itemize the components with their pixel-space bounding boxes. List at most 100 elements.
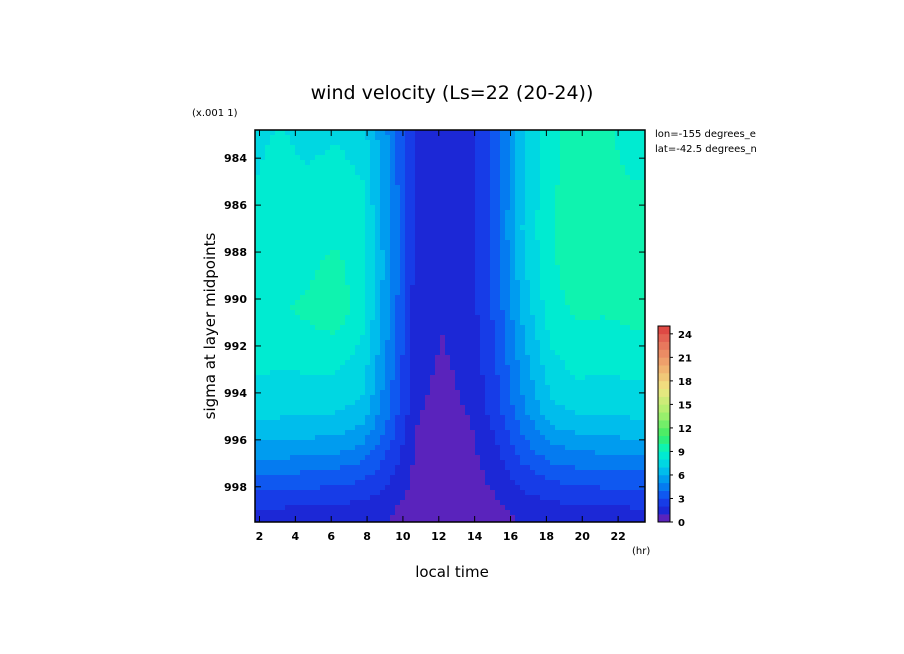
contour-cell bbox=[420, 245, 426, 251]
contour-cell bbox=[515, 225, 521, 231]
contour-cell bbox=[255, 205, 261, 211]
contour-cell bbox=[365, 130, 371, 136]
contour-cell bbox=[465, 320, 471, 326]
contour-cell bbox=[530, 395, 536, 401]
contour-cell bbox=[330, 175, 336, 181]
contour-cell bbox=[595, 230, 601, 236]
contour-cell bbox=[430, 230, 436, 236]
contour-cell bbox=[340, 380, 346, 386]
contour-cell bbox=[515, 145, 521, 151]
contour-cell bbox=[480, 165, 486, 171]
contour-cell bbox=[465, 360, 471, 366]
contour-cell bbox=[335, 440, 341, 446]
contour-cell bbox=[445, 400, 451, 406]
contour-cell bbox=[620, 200, 626, 206]
contour-cell bbox=[630, 160, 636, 166]
contour-cell bbox=[615, 150, 621, 156]
contour-cell bbox=[575, 435, 581, 441]
contour-cell bbox=[315, 130, 321, 136]
contour-cell bbox=[445, 300, 451, 306]
contour-cell bbox=[260, 290, 266, 296]
contour-cell bbox=[395, 440, 401, 446]
contour-cell bbox=[475, 215, 481, 221]
contour-cell bbox=[505, 275, 511, 281]
contour-cell bbox=[335, 350, 341, 356]
contour-cell bbox=[565, 230, 571, 236]
contour-cell bbox=[435, 230, 441, 236]
contour-cell bbox=[520, 420, 526, 426]
contour-cell bbox=[485, 180, 491, 186]
contour-cell bbox=[400, 230, 406, 236]
contour-cell bbox=[640, 300, 646, 306]
contour-cell bbox=[615, 135, 621, 141]
contour-cell bbox=[265, 190, 271, 196]
contour-cell bbox=[475, 390, 481, 396]
contour-cell bbox=[475, 225, 481, 231]
contour-cell bbox=[530, 175, 536, 181]
contour-cell bbox=[515, 175, 521, 181]
contour-cell bbox=[405, 155, 411, 161]
contour-cell bbox=[450, 355, 456, 361]
contour-cell bbox=[490, 230, 496, 236]
contour-cell bbox=[340, 410, 346, 416]
contour-cell bbox=[500, 255, 506, 261]
contour-cell bbox=[335, 340, 341, 346]
contour-cell bbox=[445, 215, 451, 221]
contour-cell bbox=[640, 320, 646, 326]
contour-cell bbox=[405, 290, 411, 296]
contour-cell bbox=[465, 340, 471, 346]
contour-cell bbox=[615, 345, 621, 351]
contour-cell bbox=[535, 195, 541, 201]
contour-cell bbox=[550, 240, 556, 246]
contour-cell bbox=[390, 415, 396, 421]
contour-cell bbox=[625, 360, 631, 366]
contour-cell bbox=[410, 430, 416, 436]
contour-cell bbox=[555, 370, 561, 376]
contour-cell bbox=[255, 240, 261, 246]
contour-cell bbox=[535, 145, 541, 151]
contour-cell bbox=[530, 235, 536, 241]
contour-cell bbox=[625, 210, 631, 216]
contour-cell bbox=[530, 405, 536, 411]
contour-cell bbox=[590, 270, 596, 276]
contour-cell bbox=[340, 390, 346, 396]
contour-cell bbox=[615, 290, 621, 296]
contour-cell bbox=[435, 245, 441, 251]
contour-cell bbox=[305, 370, 311, 376]
contour-cell bbox=[590, 415, 596, 421]
contour-cell bbox=[385, 140, 391, 146]
contour-cell bbox=[340, 130, 346, 136]
contour-cell bbox=[610, 220, 616, 226]
contour-cell bbox=[315, 385, 321, 391]
contour-cell bbox=[630, 255, 636, 261]
contour-cell bbox=[530, 275, 536, 281]
contour-cell bbox=[260, 275, 266, 281]
contour-cell bbox=[525, 260, 531, 266]
contour-cell bbox=[345, 345, 351, 351]
contour-cell bbox=[500, 340, 506, 346]
contour-cell bbox=[415, 215, 421, 221]
contour-cell bbox=[625, 220, 631, 226]
contour-cell bbox=[375, 360, 381, 366]
contour-cell bbox=[510, 280, 516, 286]
contour-cell bbox=[565, 400, 571, 406]
contour-cell bbox=[535, 265, 541, 271]
contour-cell bbox=[490, 390, 496, 396]
contour-cell bbox=[375, 200, 381, 206]
contour-cell bbox=[500, 350, 506, 356]
contour-cell bbox=[630, 185, 636, 191]
contour-cell bbox=[325, 415, 331, 421]
contour-cell bbox=[610, 160, 616, 166]
contour-cell bbox=[415, 305, 421, 311]
contour-cell bbox=[545, 215, 551, 221]
contour-cell bbox=[445, 260, 451, 266]
contour-cell bbox=[340, 320, 346, 326]
contour-cell bbox=[425, 205, 431, 211]
contour-cell bbox=[550, 320, 556, 326]
contour-cell bbox=[305, 430, 311, 436]
contour-cell bbox=[345, 415, 351, 421]
contour-cell bbox=[550, 335, 556, 341]
contour-cell bbox=[310, 155, 316, 161]
contour-cell bbox=[545, 340, 551, 346]
contour-cell bbox=[335, 360, 341, 366]
